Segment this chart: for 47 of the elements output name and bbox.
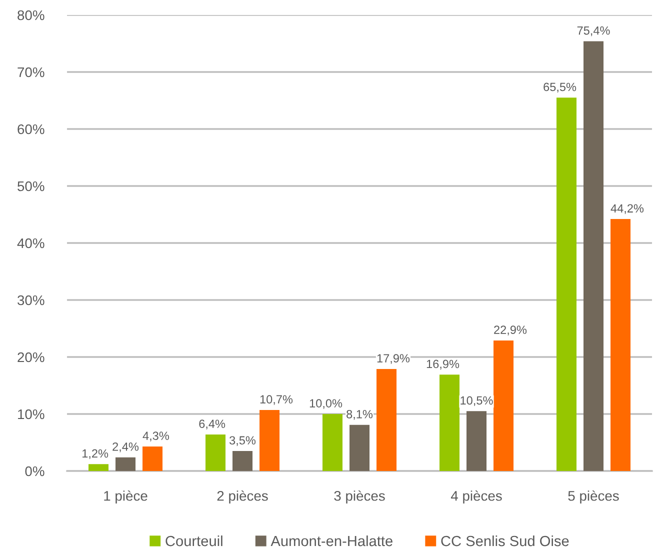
- bar: [583, 41, 604, 471]
- x-tick-label: 2 pièces: [217, 490, 268, 504]
- data-label: 1,2%: [82, 449, 108, 460]
- bar: [466, 411, 487, 471]
- data-label: 17,9%: [377, 354, 410, 364]
- x-tick-label: 5 pièces: [568, 490, 619, 504]
- data-label: 10,0%: [310, 399, 342, 409]
- legend-label: CC Senlis Sud Oise: [441, 535, 569, 546]
- data-label: 3,5%: [229, 436, 256, 446]
- y-tick-label: 20%: [18, 352, 44, 362]
- data-label: 16,9%: [426, 360, 460, 370]
- data-label: 65,5%: [544, 82, 576, 93]
- data-label: 10,7%: [260, 395, 293, 405]
- x-tick-label: 3 pièces: [334, 490, 385, 504]
- bar: [260, 410, 280, 471]
- y-tick-label: 50%: [18, 181, 44, 192]
- y-tick-label: 40%: [17, 238, 44, 248]
- data-label: 75,4%: [577, 26, 610, 36]
- bar: [376, 368, 397, 471]
- bar: [439, 374, 460, 471]
- x-tick-label: 1 pièce: [104, 490, 148, 504]
- bar: [115, 457, 136, 471]
- bar: [322, 414, 342, 471]
- bar: [349, 424, 370, 471]
- bar: [556, 98, 576, 471]
- data-label: 22,9%: [494, 326, 527, 336]
- legend-label: Courteuil: [166, 535, 222, 546]
- y-tick-label: 0%: [25, 466, 44, 476]
- bar: [232, 451, 253, 471]
- bar: [610, 219, 631, 471]
- bar: [142, 446, 163, 471]
- y-tick-label: 30%: [18, 295, 44, 306]
- data-label: 2,4%: [112, 442, 139, 452]
- data-label: 8,1%: [346, 410, 373, 420]
- y-tick-label: 10%: [18, 409, 44, 420]
- y-tick-label: 70%: [18, 67, 44, 78]
- y-tick-label: 80%: [18, 10, 44, 20]
- data-label: 10,5%: [460, 396, 493, 406]
- bar: [205, 434, 226, 471]
- data-label: 4,3%: [142, 432, 169, 442]
- x-tick-label: 4 pièces: [450, 490, 502, 504]
- bar: [88, 464, 108, 471]
- bar: [494, 340, 514, 471]
- legend-label: Aumont-en-Halatte: [270, 535, 392, 546]
- y-tick-label: 60%: [18, 124, 44, 134]
- data-label: 6,4%: [199, 420, 226, 430]
- data-label: 44,2%: [610, 204, 644, 214]
